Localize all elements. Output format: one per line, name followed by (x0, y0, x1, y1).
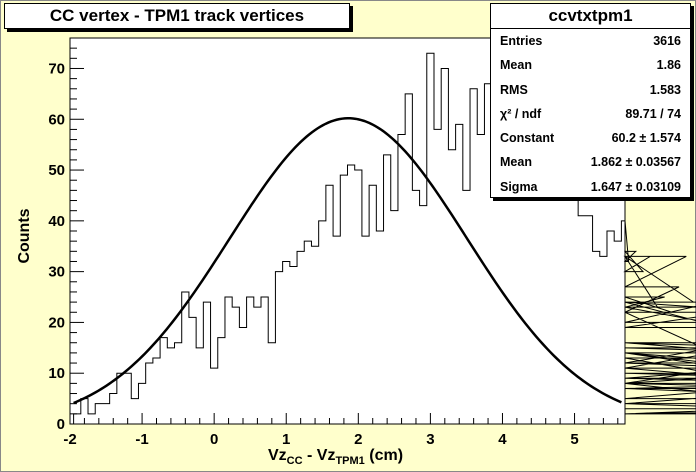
y-tick-label: 60 (48, 111, 65, 128)
stats-value: 89.71 / 74 (625, 106, 681, 121)
stats-label: Constant (500, 131, 555, 146)
x-tick-label: 5 (570, 431, 578, 448)
gaussian-fit-curve (73, 117, 622, 405)
x-axis-label: VzCC - VzTPM1 (cm) (268, 447, 403, 467)
chart-title-text: CC vertex - TPM1 track vertices (49, 6, 305, 25)
stats-row: χ² / ndf 89.71 / 74 (491, 102, 690, 126)
y-tick-label: 50 (48, 162, 65, 179)
x-tick-label: 4 (498, 431, 507, 448)
stats-value: 1.862 ± 0.03567 (590, 155, 681, 170)
stats-label: Sigma (500, 179, 538, 194)
chart-title: CC vertex - TPM1 track vertices (4, 3, 350, 29)
stats-label: RMS (500, 82, 528, 97)
y-tick-label: 10 (48, 365, 65, 382)
x-tick-label: 3 (426, 431, 434, 448)
y-tick-label: 20 (48, 314, 65, 331)
stats-row: Mean 1.862 ± 0.03567 (491, 150, 690, 174)
y-tick-label: 0 (57, 416, 65, 433)
stats-row: RMS 1.583 (491, 78, 690, 102)
stats-box: ccvtxtpm1 Entries 3616 Mean 1.86 RMS 1.583 χ² … (490, 3, 691, 198)
stats-row: Mean 1.86 (491, 53, 690, 77)
stats-label: Entries (500, 34, 543, 48)
y-tick-label: 40 (48, 213, 65, 230)
x-tick-label: -2 (63, 431, 76, 448)
stats-row: Constant 60.2 ± 1.574 (491, 126, 690, 150)
x-tick-label: 1 (282, 431, 290, 448)
stats-rows: Entries 3616 Mean 1.86 RMS 1.583 χ² / ndf 89.71… (491, 29, 690, 199)
stats-label: Mean (500, 155, 532, 170)
y-axis-label: Counts (16, 208, 33, 263)
stats-value: 60.2 ± 1.574 (611, 131, 681, 146)
x-tick-label: -1 (135, 431, 148, 448)
stats-name: ccvtxtpm1 (491, 4, 690, 29)
stats-row: Sigma 1.647 ± 0.03109 (491, 175, 690, 199)
x-axis-label-part: TPM1 (335, 455, 364, 467)
stats-value: 1.86 (656, 58, 681, 73)
x-axis-label-part: (cm) (365, 447, 403, 464)
x-axis-label-part: - Vz (303, 447, 336, 464)
stats-label: χ² / ndf (500, 106, 542, 121)
stats-value: 1.647 ± 0.03109 (590, 179, 681, 194)
y-tick-label: 30 (48, 264, 65, 281)
stats-row: Entries 3616 (491, 29, 690, 53)
stats-value: 3616 (653, 34, 681, 48)
x-tick-label: 0 (210, 431, 218, 448)
stats-value: 1.583 (649, 82, 681, 97)
x-axis-label-part: CC (287, 455, 303, 467)
x-axis-label-part: Vz (268, 447, 287, 464)
y-tick-label: 70 (48, 60, 65, 77)
x-tick-label: 2 (354, 431, 362, 448)
stats-label: Mean (500, 58, 532, 73)
